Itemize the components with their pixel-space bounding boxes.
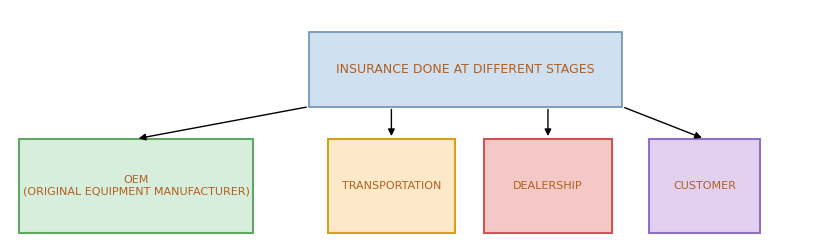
FancyBboxPatch shape bbox=[648, 139, 760, 233]
Text: INSURANCE DONE AT DIFFERENT STAGES: INSURANCE DONE AT DIFFERENT STAGES bbox=[336, 63, 595, 76]
Text: DEALERSHIP: DEALERSHIP bbox=[513, 181, 583, 191]
FancyBboxPatch shape bbox=[309, 32, 622, 107]
FancyBboxPatch shape bbox=[327, 139, 455, 233]
Text: CUSTOMER: CUSTOMER bbox=[673, 181, 736, 191]
FancyBboxPatch shape bbox=[485, 139, 611, 233]
Text: TRANSPORTATION: TRANSPORTATION bbox=[342, 181, 441, 191]
FancyBboxPatch shape bbox=[19, 139, 254, 233]
Text: OEM
(ORIGINAL EQUIPMENT MANUFACTURER): OEM (ORIGINAL EQUIPMENT MANUFACTURER) bbox=[22, 175, 250, 197]
